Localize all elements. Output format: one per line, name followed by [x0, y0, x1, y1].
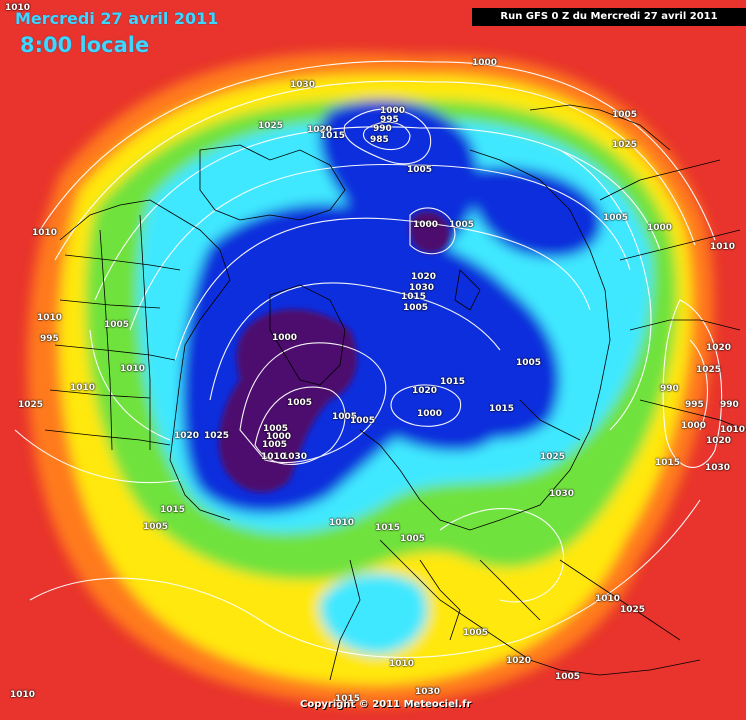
isobar-label: 1005: [449, 220, 475, 230]
isobar-label: 1000: [380, 106, 406, 116]
isobar-label: 990: [373, 124, 392, 134]
isobar-label: 1020: [307, 125, 333, 135]
isobar-label: 1020: [411, 272, 437, 282]
isobar-label: 1015: [440, 377, 466, 387]
coastlines: [44, 104, 746, 681]
isobar-label: 1015: [320, 131, 346, 141]
isobar-label: 1000: [272, 333, 298, 343]
isobar-label: 1010: [261, 452, 287, 462]
isobar-label: 1025: [696, 365, 722, 375]
model-run-banner: Run GFS 0 Z du Mercredi 27 avril 2011: [472, 8, 746, 26]
isobar-label: 1030: [409, 283, 435, 293]
isobar-label: 1010: [389, 659, 415, 669]
isobar-label: 1000: [647, 223, 673, 233]
isobar-label: 1030: [705, 463, 731, 473]
isobar-label: 1025: [204, 431, 230, 441]
isobar-label: 1020: [506, 656, 532, 666]
isobar-label: 1000: [472, 58, 498, 68]
isobar-label: 990: [660, 384, 679, 394]
isobar-label: 1030: [549, 489, 575, 499]
isobar-label: 1010: [5, 3, 31, 13]
isobar-label: 1005: [612, 110, 638, 120]
isobar-label: 1005: [350, 416, 376, 426]
isobar-label: 1015: [375, 523, 401, 533]
isobar-label: 1015: [655, 458, 681, 468]
isobar-label: 1010: [720, 425, 746, 435]
isobar-label: 1025: [540, 452, 566, 462]
isobar-label: 1030: [282, 452, 308, 462]
isobar-label: 1005: [143, 522, 169, 532]
isobar-label: 1020: [706, 343, 732, 353]
isobar-label: 1015: [489, 404, 515, 414]
isobar-label: 1025: [258, 121, 284, 131]
isobar-label: 995: [685, 400, 704, 410]
isobar-label: 990: [720, 400, 739, 410]
isobar-label: 1010: [710, 242, 736, 252]
blue-zone-siberia: [351, 367, 510, 451]
copyright-notice: Copyright © 2011 Meteociel.fr: [300, 699, 472, 710]
isobar-label: 1015: [401, 292, 427, 302]
isobar-label: 1005: [603, 213, 629, 223]
isobar-label: 1000: [413, 220, 439, 230]
isobar-label: 1005: [104, 320, 130, 330]
isobar-label: 1010: [32, 228, 58, 238]
isobar-label: 1020: [412, 386, 438, 396]
isobar-label: 1000: [417, 409, 443, 419]
isobar-label: 1005: [263, 424, 289, 434]
isobar-label: 1020: [174, 431, 200, 441]
isobar-label: 1005: [262, 440, 288, 450]
blue-zone-east: [469, 166, 602, 258]
isobar-label: 1005: [287, 398, 313, 408]
isobar-label: 1005: [516, 358, 542, 368]
isobar-label: 1010: [120, 364, 146, 374]
isobar-label: 1010: [595, 594, 621, 604]
isobar-label: 1010: [10, 690, 36, 700]
isobar-label: 995: [40, 334, 59, 344]
isobar-label: 1005: [403, 303, 429, 313]
isobar-label: 1025: [612, 140, 638, 150]
isobar-label: 1005: [463, 628, 489, 638]
isobar-label: 1010: [329, 518, 355, 528]
isobar-label: 1005: [400, 534, 426, 544]
isobar-label: 1010: [37, 313, 63, 323]
isobar-label: 995: [380, 115, 399, 125]
isobar-label: 1005: [332, 412, 358, 422]
isobar-label: 1020: [706, 436, 732, 446]
isobar-label: 1010: [70, 383, 96, 393]
isobar-label: 1030: [290, 80, 316, 90]
isobar-label: 1005: [407, 165, 433, 175]
map-date-title: Mercredi 27 avril 2011: [15, 9, 219, 28]
deep-low-kara: [409, 211, 450, 253]
isobar-label: 1000: [681, 421, 707, 431]
map-time-title: 8:00 locale: [20, 33, 150, 57]
isobar-label: 1025: [620, 605, 646, 615]
isobar-label: 1000: [266, 432, 292, 442]
isobar-label: 1015: [160, 505, 186, 515]
cyan-zone-2: [319, 573, 428, 655]
isobar-label: 985: [370, 135, 389, 145]
isobars: [14, 60, 723, 658]
isobar-label: 1030: [415, 687, 441, 697]
isobar-label: 1025: [18, 400, 44, 410]
isobar-label: 1005: [555, 672, 581, 682]
isobar-label: 1015: [335, 694, 361, 704]
